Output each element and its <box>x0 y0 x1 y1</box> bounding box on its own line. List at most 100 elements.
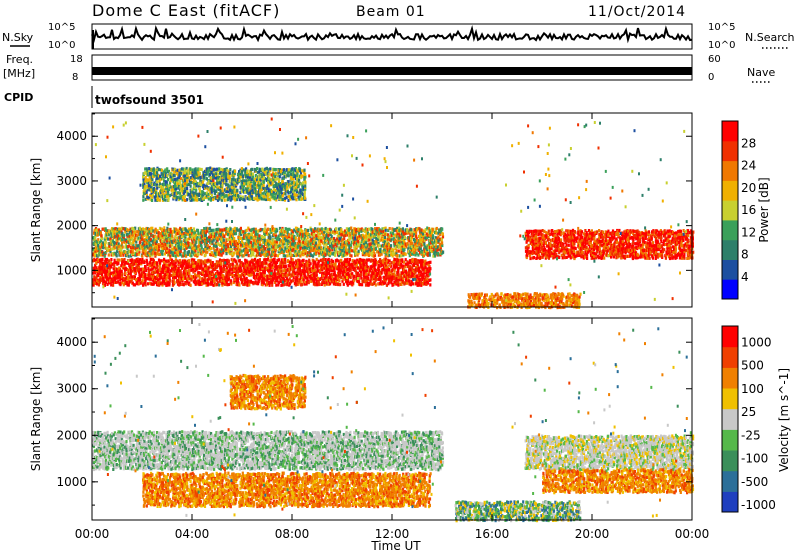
scatter-cell <box>106 258 108 261</box>
scatter-cell <box>122 245 124 248</box>
scatter-cell <box>242 262 244 265</box>
scatter-cell <box>108 253 110 256</box>
scatter-cell <box>368 273 370 276</box>
noise-sky-line <box>92 28 692 40</box>
scatter-cell <box>336 231 338 234</box>
scatter-cell <box>213 239 215 242</box>
scatter-cell <box>308 281 310 284</box>
noise-right-top-tick: 10^5 <box>708 22 735 33</box>
scatter-cell <box>421 229 423 232</box>
scatter-cell <box>307 232 309 235</box>
scatter-cell <box>333 267 335 270</box>
scatter-cell <box>156 265 158 268</box>
scatter-cell <box>286 228 288 231</box>
scatter-cell <box>418 284 420 287</box>
scatter-cell <box>131 258 133 261</box>
scatter-cell <box>145 283 147 286</box>
scatter-cell <box>230 263 232 266</box>
scatter-cell <box>396 254 398 257</box>
scatter-cell <box>233 237 235 240</box>
scatter-cell <box>415 235 417 238</box>
scatter-cell <box>146 259 148 262</box>
scatter-cell <box>321 227 323 230</box>
scatter-cell <box>381 271 383 274</box>
scatter-cell <box>160 271 162 274</box>
scatter-cell <box>390 244 392 247</box>
scatter-cell <box>178 267 180 270</box>
scatter-cell <box>197 229 199 232</box>
scatter-cell <box>160 259 162 262</box>
scatter-cell <box>402 227 404 230</box>
scatter-cell <box>219 228 221 231</box>
scatter-cell <box>257 259 259 262</box>
scatter-cell <box>317 277 319 280</box>
scatter-cell <box>328 258 330 261</box>
scatter-cell <box>147 267 149 270</box>
scatter-cell <box>301 283 303 286</box>
scatter-cell <box>391 261 393 264</box>
scatter-cell <box>325 253 327 256</box>
scatter-cell <box>236 263 238 266</box>
scatter-cell <box>212 232 214 235</box>
scatter-cell <box>229 267 231 270</box>
scatter-cell <box>335 247 337 250</box>
scatter-cell <box>300 269 302 272</box>
scatter-cell <box>327 228 329 231</box>
scatter-cell <box>263 274 265 277</box>
scatter-cell <box>422 259 424 262</box>
scatter-cell <box>158 231 160 234</box>
scatter-cell <box>277 238 279 241</box>
scatter-cell <box>350 276 352 279</box>
scatter-cell <box>207 278 209 281</box>
scatter-cell <box>93 267 95 270</box>
scatter-cell <box>124 272 126 275</box>
cpid-strip: CPID twofsound 3501 <box>4 86 204 108</box>
scatter-cell <box>123 258 125 261</box>
scatter-cell <box>389 259 391 262</box>
scatter-cell <box>161 228 163 231</box>
noise-right-bottom-tick: 10^0 <box>708 40 735 51</box>
scatter-cell <box>388 268 390 271</box>
scatter-cell <box>216 248 218 251</box>
scatter-cell <box>194 278 196 281</box>
scatter-cell <box>297 228 299 231</box>
scatter-cell <box>329 244 331 247</box>
scatter-cell <box>236 229 238 232</box>
scatter-cell <box>353 275 355 278</box>
freq-left-bottom-tick: 8 <box>72 72 78 83</box>
scatter-cell <box>123 234 125 237</box>
scatter-cell <box>191 229 193 232</box>
scatter-cell <box>367 277 369 280</box>
freq-strip: Freq. [MHz] 18 8 60 0 Nave <box>3 53 775 83</box>
scatter-cell <box>212 261 214 264</box>
scatter-cell <box>411 242 413 245</box>
scatter-cell <box>121 270 123 273</box>
scatter-cell <box>411 258 413 261</box>
scatter-cell <box>348 238 350 241</box>
scatter-cell <box>366 262 368 265</box>
scatter-cell <box>158 249 160 252</box>
scatter-cell <box>250 236 252 239</box>
scatter-cell <box>221 259 223 262</box>
scatter-cell <box>116 250 118 253</box>
scatter-cell <box>101 234 103 237</box>
scatter-cell <box>331 235 333 238</box>
scatter-cell <box>159 267 161 270</box>
scatter-cell <box>146 191 148 194</box>
scatter-cell <box>303 259 305 262</box>
scatter-cell <box>358 235 360 238</box>
scatter-cell <box>107 238 109 241</box>
scatter-cell <box>142 227 144 230</box>
scatter-cell <box>315 241 317 244</box>
scatter-cell <box>98 283 100 286</box>
scatter-cell <box>360 277 362 280</box>
scatter-cell <box>405 253 407 256</box>
scatter-cell <box>198 244 200 247</box>
cpid-label: CPID <box>4 91 33 104</box>
scatter-cell <box>282 245 284 248</box>
scatter-cell <box>269 235 271 238</box>
scatter-cell <box>190 284 192 287</box>
scatter-cell <box>292 279 294 282</box>
scatter-cell <box>336 250 338 253</box>
scatter-cell <box>336 237 338 240</box>
